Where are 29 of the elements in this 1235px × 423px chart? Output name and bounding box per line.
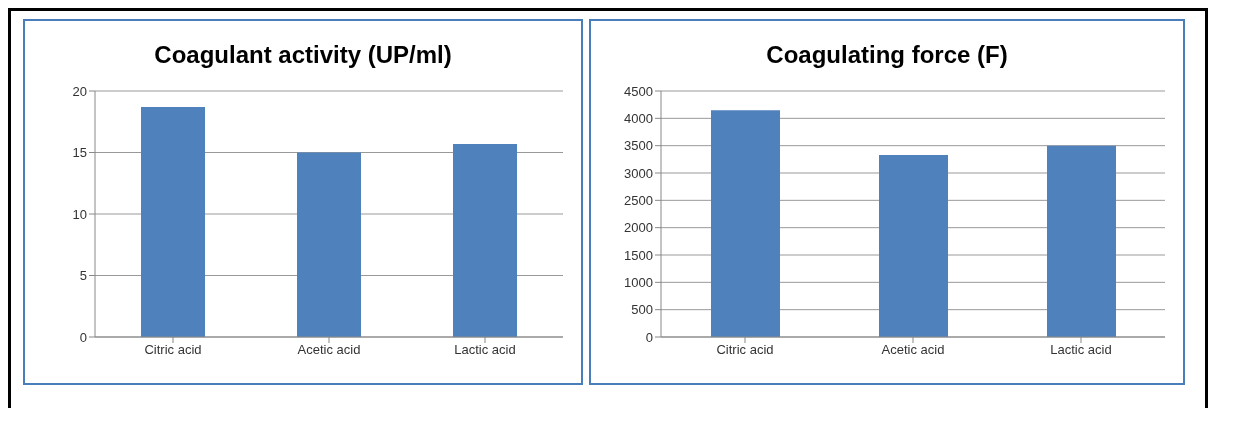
x-tick-label: Acetic acid [881, 342, 945, 358]
x-tick-label: Lactic acid [1050, 342, 1112, 358]
y-tick-label: 3000 [624, 165, 653, 181]
y-tick-label: 4500 [624, 83, 653, 99]
x-tick-label: Acetic acid [297, 342, 361, 358]
y-tick-label: 1000 [624, 274, 653, 290]
x-tick-label: Lactic acid [454, 342, 516, 358]
y-tick-label: 2000 [624, 220, 653, 236]
y-tick-label: 0 [645, 329, 653, 345]
chart-title: Coagulant activity (UP/ml) [153, 41, 453, 70]
x-tick-label: Citric acid [144, 342, 202, 358]
bar [297, 152, 361, 337]
bar [879, 154, 948, 337]
bar [453, 143, 517, 337]
y-tick-label: 1500 [624, 247, 653, 263]
bar [141, 106, 205, 337]
y-tick-label: 15 [72, 145, 87, 161]
bar [1047, 145, 1116, 337]
x-tick-label: Citric acid [716, 342, 774, 358]
y-tick-label: 10 [72, 206, 87, 222]
y-tick-label: 500 [631, 302, 653, 318]
bar [711, 110, 780, 337]
y-tick-label: 20 [72, 83, 87, 99]
y-tick-label: 5 [79, 268, 87, 284]
y-tick-label: 2500 [624, 192, 653, 208]
chart-title: Coagulating force (F) [765, 41, 1009, 70]
y-tick-label: 3500 [624, 138, 653, 154]
y-tick-label: 0 [79, 329, 87, 345]
y-tick-label: 4000 [624, 110, 653, 126]
